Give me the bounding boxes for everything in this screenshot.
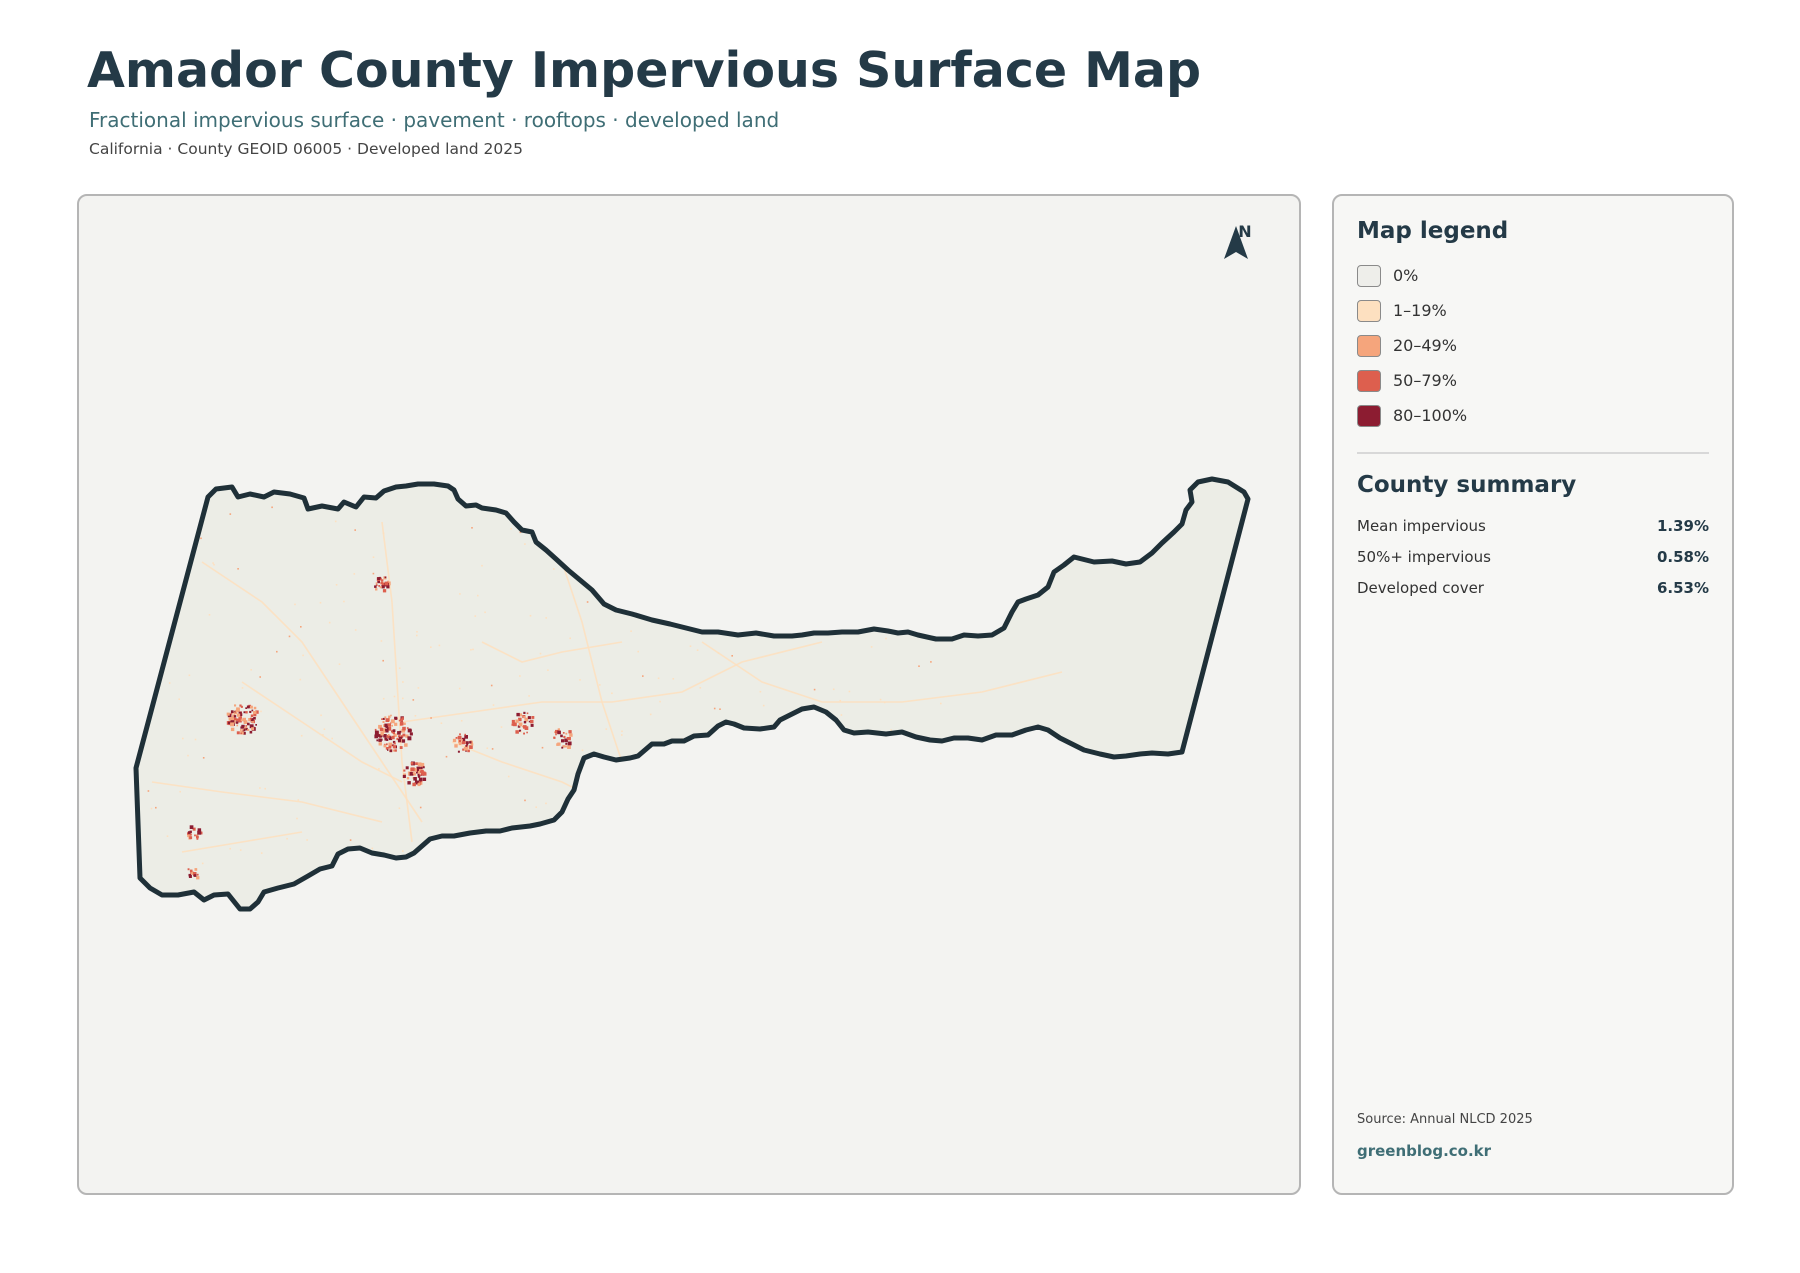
summary-row: Mean impervious 1.39% bbox=[1357, 510, 1709, 541]
summary-value: 6.53% bbox=[1656, 578, 1709, 597]
summary-value: 0.58% bbox=[1656, 547, 1709, 566]
legend-item: 80–100% bbox=[1357, 398, 1709, 433]
legend-panel: Map legend 0% 1–19% 20–49% 50–79% 80–100% Co… bbox=[1332, 194, 1734, 1195]
legend-list: 0% 1–19% 20–49% 50–79% 80–100% bbox=[1357, 258, 1709, 433]
summary-title: County summary bbox=[1357, 472, 1577, 498]
legend-swatch bbox=[1357, 264, 1381, 287]
page-meta: California · County GEOID 06005 · Develo… bbox=[89, 140, 523, 158]
legend-item: 1–19% bbox=[1357, 293, 1709, 328]
legend-swatch bbox=[1357, 299, 1381, 322]
summary-row: Developed cover 6.53% bbox=[1357, 572, 1709, 603]
summary-label: Developed cover bbox=[1357, 578, 1484, 597]
legend-divider bbox=[1357, 452, 1709, 454]
legend-label: 20–49% bbox=[1393, 336, 1457, 355]
map-canvas[interactable] bbox=[79, 196, 1301, 1195]
county-boundary bbox=[136, 479, 1248, 909]
legend-label: 0% bbox=[1393, 266, 1419, 285]
north-arrow-icon bbox=[1224, 226, 1248, 259]
legend-label: 80–100% bbox=[1393, 406, 1468, 425]
north-label: N bbox=[1238, 222, 1252, 241]
legend-label: 1–19% bbox=[1393, 301, 1447, 320]
credit-link[interactable]: greenblog.co.kr bbox=[1357, 1142, 1492, 1160]
legend-item: 0% bbox=[1357, 258, 1709, 293]
page-subtitle: Fractional impervious surface · pavement… bbox=[89, 108, 780, 132]
legend-swatch bbox=[1357, 334, 1381, 357]
north-arrow: N bbox=[1221, 222, 1269, 259]
legend-swatch bbox=[1357, 369, 1381, 392]
county-outline bbox=[133, 476, 1251, 912]
legend-item: 50–79% bbox=[1357, 363, 1709, 398]
legend-swatch bbox=[1357, 404, 1381, 427]
legend-label: 50–79% bbox=[1393, 371, 1457, 390]
source-note: Source: Annual NLCD 2025 bbox=[1357, 1112, 1533, 1127]
legend-item: 20–49% bbox=[1357, 328, 1709, 363]
page-title: Amador County Impervious Surface Map bbox=[87, 42, 1202, 99]
summary-list: Mean impervious 1.39% 50%+ impervious 0.58%… bbox=[1357, 510, 1709, 603]
summary-row: 50%+ impervious 0.58% bbox=[1357, 541, 1709, 572]
legend-title: Map legend bbox=[1357, 218, 1509, 244]
summary-value: 1.39% bbox=[1656, 516, 1709, 535]
map-panel[interactable]: N bbox=[77, 194, 1301, 1195]
summary-label: Mean impervious bbox=[1357, 516, 1486, 535]
summary-label: 50%+ impervious bbox=[1357, 547, 1491, 566]
